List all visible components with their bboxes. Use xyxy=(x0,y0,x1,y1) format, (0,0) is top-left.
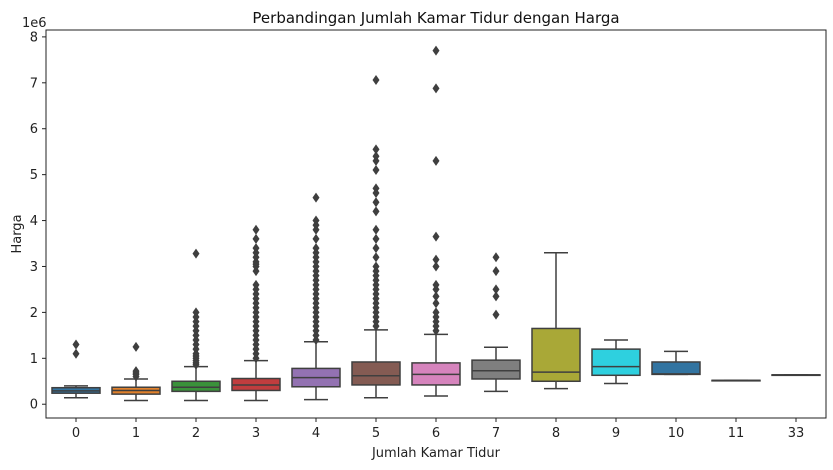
y-tick-label: 5 xyxy=(30,168,38,183)
box-iqr xyxy=(591,348,641,377)
x-tick-label: 3 xyxy=(252,426,260,441)
y-tick-label: 2 xyxy=(30,306,38,321)
outlier-point xyxy=(432,307,440,318)
outlier-point xyxy=(192,248,200,259)
outlier-point xyxy=(432,291,440,302)
outlier-point xyxy=(432,279,440,290)
y-tick-label: 4 xyxy=(30,214,38,229)
outlier-point xyxy=(252,233,260,244)
outlier-point xyxy=(492,266,500,277)
outlier-point xyxy=(72,348,80,359)
outlier-point xyxy=(312,243,320,254)
outlier-point xyxy=(492,252,500,263)
outlier-point xyxy=(372,75,380,86)
outlier-point xyxy=(432,261,440,272)
outlier-point xyxy=(432,45,440,56)
x-tick-label: 10 xyxy=(668,426,685,441)
outlier-point xyxy=(372,197,380,208)
chart-title: Perbandingan Jumlah Kamar Tidur dengan H… xyxy=(252,9,619,27)
y-axis-title: Harga xyxy=(10,214,25,253)
outlier-point xyxy=(372,151,380,162)
x-tick-label: 4 xyxy=(312,426,320,441)
x-tick-label: 11 xyxy=(728,426,745,441)
outlier-point xyxy=(492,309,500,320)
outlier-point xyxy=(372,165,380,176)
outlier-point xyxy=(492,291,500,302)
x-tick-label: 33 xyxy=(788,426,805,441)
outlier-point xyxy=(432,155,440,166)
outlier-point xyxy=(432,254,440,265)
y-offset-label: 1e6 xyxy=(22,16,47,31)
plot-area: 0 1 2 3 4 5 6 7 8 0 1 2 3 4 5 6 7 8 9 10 11 33 xyxy=(30,30,821,441)
outlier-point xyxy=(372,183,380,194)
x-tick-label: 2 xyxy=(192,426,200,441)
outlier-point xyxy=(252,279,260,290)
outlier-point xyxy=(312,192,320,203)
y-tick-label: 7 xyxy=(30,76,38,91)
outlier-point xyxy=(372,243,380,254)
outlier-point xyxy=(432,231,440,242)
y-tick-label: 1 xyxy=(30,352,38,367)
outlier-point xyxy=(252,243,260,254)
box-iqr xyxy=(351,361,401,386)
box-iqr xyxy=(531,327,581,383)
x-tick-label: 7 xyxy=(492,426,500,441)
box-iqr xyxy=(651,361,701,376)
plot-frame xyxy=(45,29,827,419)
y-tick-label: 3 xyxy=(30,260,38,275)
outlier-point xyxy=(372,206,380,217)
outlier-point xyxy=(132,341,140,352)
outlier-point xyxy=(372,144,380,155)
outlier-point xyxy=(192,307,200,318)
outlier-point xyxy=(492,284,500,295)
outlier-point xyxy=(372,252,380,263)
box-iqr xyxy=(471,359,521,380)
x-tick-label: 8 xyxy=(552,426,560,441)
x-tick-label: 1 xyxy=(132,426,140,441)
outlier-point xyxy=(132,366,140,377)
x-tick-label: 5 xyxy=(372,426,380,441)
outlier-point xyxy=(252,224,260,235)
y-tick-label: 0 xyxy=(30,398,38,413)
x-axis-title: Jumlah Kamar Tidur xyxy=(371,446,501,461)
outlier-point xyxy=(372,224,380,235)
outlier-point xyxy=(432,298,440,309)
box-iqr xyxy=(171,380,221,393)
outlier-point xyxy=(312,233,320,244)
x-tick-label: 0 xyxy=(72,426,80,441)
y-tick-label: 6 xyxy=(30,122,38,137)
y-tick-label: 8 xyxy=(30,30,38,45)
outlier-point xyxy=(432,83,440,94)
outlier-point xyxy=(372,261,380,272)
x-tick-label: 6 xyxy=(432,426,440,441)
outlier-point xyxy=(372,233,380,244)
x-tick-label: 9 xyxy=(612,426,620,441)
outlier-point xyxy=(312,215,320,226)
outlier-point xyxy=(72,339,80,350)
